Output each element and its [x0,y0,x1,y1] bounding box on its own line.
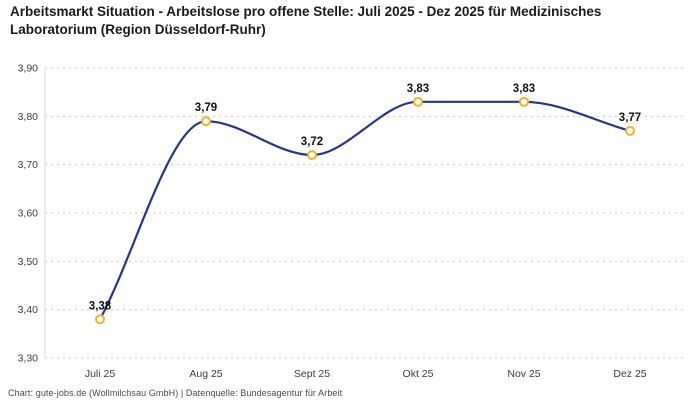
x-tick-label: Dez 25 [613,368,646,380]
chart-attribution: Chart: gute-jobs.de (Wollmilchsau GmbH) … [8,388,343,398]
y-tick-label: 3,90 [18,63,39,75]
data-point-marker [307,150,317,160]
value-label: 3,83 [407,83,429,95]
x-tick-label: Okt 25 [403,368,434,380]
x-tick-label: Juli 25 [85,368,116,380]
data-point-marker [95,314,105,325]
x-tick-label: Sept 25 [294,368,330,380]
value-label: 3,38 [89,300,112,312]
value-label: 3,79 [195,102,217,114]
chart-title: Arbeitsmarkt Situation - Arbeitslose pro… [10,4,602,37]
x-tick-label: Aug 25 [189,368,222,380]
value-label: 3,77 [619,112,641,124]
data-point-marker [413,96,423,107]
data-point-marker [201,116,211,127]
value-label: 3,83 [513,83,535,95]
value-label: 3,72 [301,136,323,148]
y-tick-label: 3,30 [18,353,39,365]
y-tick-label: 3,80 [18,111,39,123]
y-tick-label: 3,60 [18,208,39,220]
x-tick-label: Nov 25 [507,368,540,380]
y-tick-label: 3,50 [18,256,39,268]
y-tick-label: 3,70 [18,159,39,171]
y-tick-label: 3,40 [18,304,39,316]
data-point-marker [519,96,529,107]
data-point-marker [625,125,635,136]
data-line [98,100,632,321]
